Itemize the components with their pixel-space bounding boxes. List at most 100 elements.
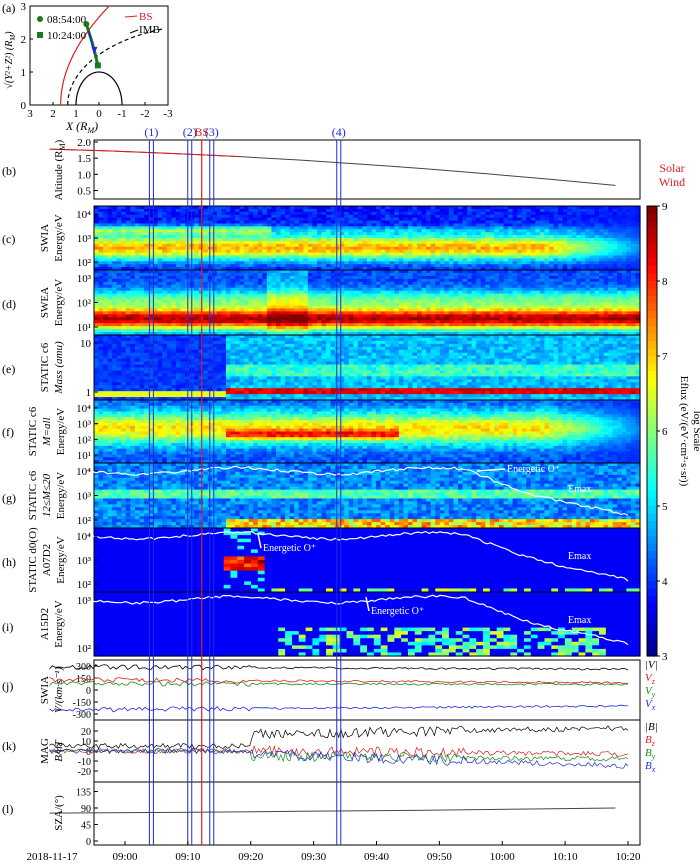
spectrogram-cell bbox=[367, 217, 373, 222]
spectrogram-cell bbox=[298, 208, 304, 213]
spectrogram-cell bbox=[348, 267, 354, 271]
orbit-x-axis-label: X (RM) bbox=[65, 119, 98, 135]
spectrogram-cell bbox=[112, 223, 118, 227]
spectrogram-cell bbox=[321, 267, 327, 271]
spectrogram-cell bbox=[307, 243, 313, 248]
spectrogram-cell bbox=[271, 220, 277, 225]
spectrogram-cell bbox=[225, 267, 232, 271]
spectrogram-cell bbox=[148, 217, 154, 222]
spectrogram-cell bbox=[335, 206, 341, 210]
spectrogram-cell bbox=[353, 226, 359, 230]
spectrogram-cell bbox=[353, 249, 359, 254]
spectrogram-cell bbox=[344, 243, 350, 248]
spectrogram-cell bbox=[216, 249, 222, 254]
spectrogram-cell bbox=[262, 267, 268, 271]
spectrogram-cell bbox=[144, 264, 150, 268]
spectrogram-cell bbox=[107, 243, 113, 248]
spectrogram-cell bbox=[266, 235, 273, 239]
spectrogram-cell bbox=[94, 217, 100, 222]
spectrogram-cell bbox=[134, 240, 141, 245]
spectrogram-cell bbox=[307, 246, 313, 251]
spectrogram-cell bbox=[253, 232, 259, 236]
spectrogram-cell bbox=[298, 261, 304, 265]
spectrogram-cell bbox=[162, 226, 168, 230]
spectrogram-cell bbox=[148, 255, 154, 259]
spectrogram-cell bbox=[194, 217, 200, 222]
spectrogram-cell bbox=[175, 264, 182, 268]
spectrogram-cell bbox=[285, 232, 291, 236]
spectrogram-cell bbox=[266, 211, 273, 216]
spectrogram-cell bbox=[148, 211, 154, 216]
spectrogram-cell bbox=[321, 217, 327, 222]
spectrogram-cell bbox=[330, 246, 336, 251]
spectrogram-cell bbox=[225, 240, 232, 245]
spectrogram-cell bbox=[321, 235, 327, 239]
spectrogram-cell bbox=[266, 255, 273, 259]
spectrogram-cell bbox=[98, 217, 104, 222]
spectrogram-cell bbox=[121, 217, 127, 222]
spectrogram-cell bbox=[326, 267, 332, 271]
spectrogram-cell bbox=[294, 240, 300, 245]
spectrogram-cell bbox=[148, 252, 154, 257]
spectrogram-cell bbox=[339, 226, 345, 230]
spectrogram-cell bbox=[344, 229, 350, 233]
spectrogram-cell bbox=[180, 238, 186, 242]
spectrogram-cell bbox=[266, 226, 273, 230]
spectrogram-cell bbox=[335, 235, 341, 239]
spectrogram-cell bbox=[166, 240, 172, 245]
spectrogram-cell bbox=[348, 261, 354, 265]
spectrogram-cell bbox=[148, 264, 154, 268]
spectrogram-cell bbox=[248, 229, 254, 233]
spectrogram-cell bbox=[367, 229, 373, 233]
spectrogram-cell bbox=[357, 261, 364, 265]
spectrogram-cell bbox=[221, 235, 227, 239]
spectrogram-cell bbox=[262, 252, 268, 257]
spectrogram-cell bbox=[116, 258, 122, 262]
spectrogram-cell bbox=[276, 240, 282, 245]
panel-letter-c: (c) bbox=[2, 232, 15, 246]
spectrogram-cell bbox=[157, 238, 163, 242]
spectrogram-cell bbox=[194, 229, 200, 233]
spectrogram-cell bbox=[230, 258, 236, 262]
spectrogram-cell bbox=[194, 264, 200, 268]
spectrogram-cell bbox=[221, 264, 227, 268]
spectrogram-cell bbox=[225, 223, 232, 227]
spectrogram-cell bbox=[316, 226, 323, 230]
spectrogram-cell bbox=[326, 258, 332, 262]
spectrogram-cell bbox=[262, 240, 268, 245]
spectrogram-cell bbox=[121, 240, 127, 245]
spectrogram-cell bbox=[330, 240, 336, 245]
spectrogram-cell bbox=[280, 246, 286, 251]
spectrogram-cell bbox=[276, 223, 282, 227]
spectrogram-cell bbox=[107, 255, 113, 259]
spectrogram-cell bbox=[98, 214, 104, 219]
spectrogram-cell bbox=[353, 220, 359, 225]
spectrogram-cell bbox=[175, 243, 182, 248]
spectrogram-cell bbox=[207, 240, 213, 245]
spectrogram-cell bbox=[94, 206, 100, 210]
spectrogram-cell bbox=[162, 243, 168, 248]
spectrogram-cell bbox=[203, 226, 209, 230]
spectrogram-cell bbox=[307, 232, 313, 236]
spectrogram-cell bbox=[271, 206, 277, 210]
spectrogram-cell bbox=[153, 235, 159, 239]
spectrogram-cell bbox=[139, 238, 145, 242]
spectrogram-cell bbox=[125, 208, 131, 213]
panel-letter-k: (k) bbox=[2, 739, 16, 753]
spectrogram-cell bbox=[344, 206, 350, 210]
spectrogram-cell bbox=[148, 214, 154, 219]
spectrogram-cell bbox=[335, 214, 341, 219]
spectrogram-cell bbox=[130, 223, 136, 227]
spectrogram-cell bbox=[235, 249, 241, 254]
spectrogram-cell bbox=[153, 264, 159, 268]
spectrogram-cell bbox=[203, 246, 209, 251]
spectrogram-cell bbox=[166, 235, 172, 239]
spectrogram-cell bbox=[207, 226, 213, 230]
spectrogram-cell bbox=[139, 240, 145, 245]
spectrogram-cell bbox=[316, 252, 323, 257]
spectrogram-cell bbox=[312, 261, 318, 265]
spectrogram-cell bbox=[125, 235, 131, 239]
orbit-y-tick-label: 0 bbox=[21, 100, 27, 112]
spectrogram-cell bbox=[153, 252, 159, 257]
spectrogram-cell bbox=[285, 252, 291, 257]
